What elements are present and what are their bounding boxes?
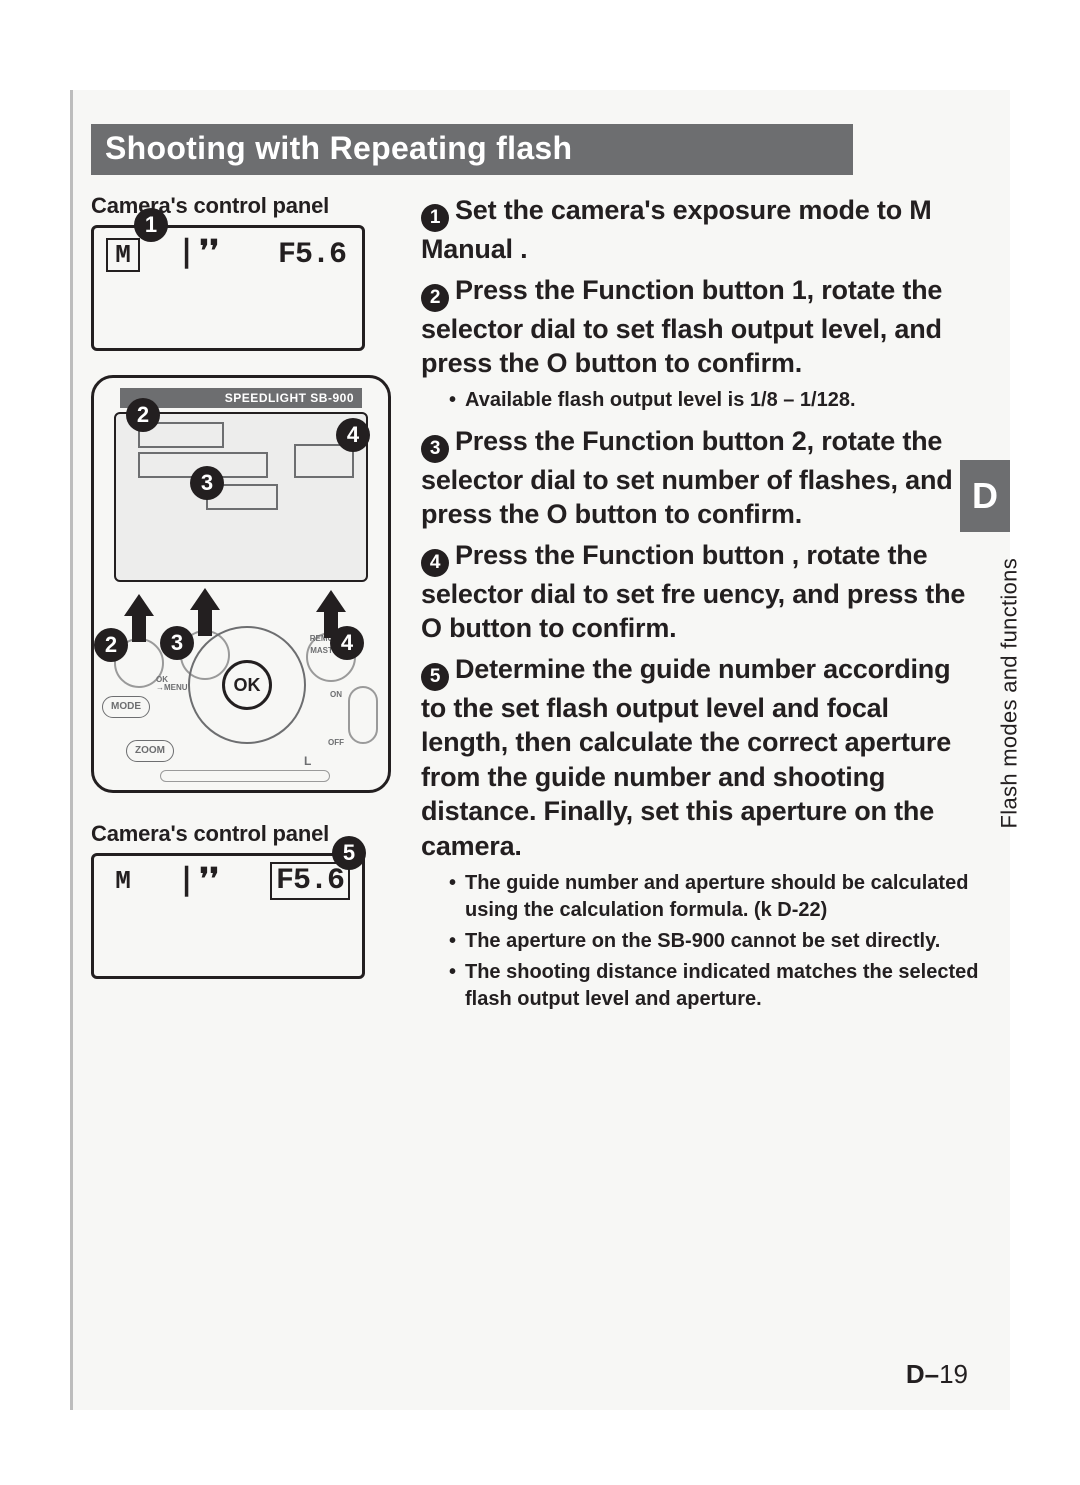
step-2-sub: •Available flash output level is 1/8 – 1… (449, 387, 982, 414)
on-label: ON (330, 690, 342, 699)
right-column: 1Set the camera's exposure mode to M Man… (421, 193, 990, 1023)
step-2-text: Press the Function button 1, rotate the … (421, 275, 942, 379)
arrow-1-icon (124, 594, 154, 642)
bullet-icon: • (449, 959, 465, 1013)
step-4-num-icon: 4 (421, 549, 449, 577)
step-2-num-icon: 2 (421, 284, 449, 312)
lcd-marks: ❘ ❜ ❜ (174, 234, 215, 269)
step-3: 3Press the Function button 2, rotate the… (421, 424, 982, 532)
mode-button: MODE (102, 696, 150, 718)
step-2-sub-1: Available flash output level is 1/8 – 1/… (465, 387, 856, 414)
arrow-2-icon (190, 588, 220, 636)
camera-lcd-2: 5 M ❘ ❜ ❜ F5.6 (91, 853, 365, 979)
off-label: OFF (328, 738, 344, 747)
speedlight-diagram: SPEEDLIGHT SB-900 2 3 4 OK MO (91, 375, 391, 793)
step-2: 2Press the Function button 1, rotate the… (421, 273, 982, 381)
okmenu-label: OK →MENU (156, 676, 188, 692)
camera-lcd-1: 1 M ❘ ❜ ❜ F5.6 (91, 225, 365, 351)
lcd-marks-2: ❘ ❜ ❜ (174, 862, 215, 897)
callout-5-icon: 5 (332, 836, 366, 870)
step-5: 5Determine the guide number according to… (421, 652, 982, 864)
bullet-icon: • (449, 387, 465, 414)
callout-4a-icon: 4 (336, 418, 370, 452)
bullet-icon: • (449, 870, 465, 924)
section-side-label: Flash modes and functions (996, 558, 1022, 828)
step-5-sub-2: The aperture on the SB-900 cannot be set… (465, 928, 940, 955)
device-screen (114, 412, 368, 582)
ok-button: OK (222, 660, 272, 710)
manual-page: Shooting with Repeating flash Camera's c… (70, 90, 1010, 1410)
step-1-num-icon: 1 (421, 204, 449, 232)
lock-bar (160, 770, 330, 782)
step-5-sub: •The guide number and aperture should be… (449, 870, 982, 1013)
bullet-icon: • (449, 928, 465, 955)
callout-4b-icon: 4 (330, 626, 364, 660)
section-title: Shooting with Repeating flash (91, 124, 853, 175)
step-3-text: Press the Function button 2, rotate the … (421, 426, 953, 530)
step-5-num-icon: 5 (421, 663, 449, 691)
lcd-aperture: F5.6 (278, 238, 346, 272)
callout-2b-icon: 2 (94, 628, 128, 662)
lcd-aperture-boxed: F5.6 (270, 862, 350, 900)
page-number: D–19 (906, 1359, 968, 1390)
callout-3b-icon: 3 (160, 626, 194, 660)
step-5-text: Determine the guide number according to … (421, 654, 951, 861)
step-1-text: Set the camera's exposure mode to M Manu… (421, 195, 932, 264)
step-3-num-icon: 3 (421, 435, 449, 463)
page-num-value: 19 (939, 1359, 968, 1389)
callout-3a-icon: 3 (190, 466, 224, 500)
power-switch (348, 686, 378, 744)
callout-2a-icon: 2 (126, 398, 160, 432)
mode-m-icon-2: M (106, 866, 140, 900)
section-tab: D (960, 460, 1010, 532)
device-controls: OK MODE ZOOM REMOTE MASTER ON OFF OK →ME… (94, 590, 388, 790)
lock-l-label: L (304, 754, 311, 768)
content-row: Camera's control panel 1 M ❘ ❜ ❜ F5.6 SP… (91, 193, 990, 1023)
step-4: 4Press the Function button , rotate the … (421, 538, 982, 646)
step-5-sub-3: The shooting distance indicated matches … (465, 959, 982, 1013)
step-4-text: Press the Function button , rotate the s… (421, 540, 965, 644)
step-1: 1Set the camera's exposure mode to M Man… (421, 193, 982, 267)
left-column: Camera's control panel 1 M ❘ ❜ ❜ F5.6 SP… (91, 193, 395, 1023)
zoom-button: ZOOM (126, 740, 174, 762)
mode-m-icon: M (106, 238, 140, 272)
page-prefix: D– (906, 1359, 939, 1389)
step-5-sub-1: The guide number and aperture should be … (465, 870, 982, 924)
callout-1-icon: 1 (134, 208, 168, 242)
